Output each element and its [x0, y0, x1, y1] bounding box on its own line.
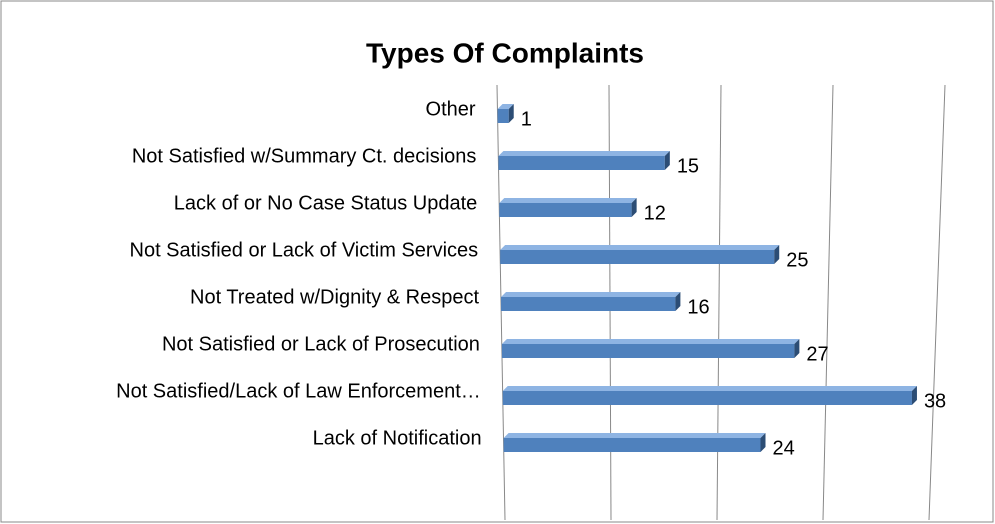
- grid-line: [822, 84, 834, 521]
- y-tick-label: Not Satisfied or Lack of Victim Services: [130, 239, 479, 261]
- bar-top: [498, 151, 670, 156]
- y-tick-label: Not Satisfied or Lack of Prosecution: [162, 333, 480, 355]
- bar: [500, 250, 775, 264]
- grid-line: [928, 84, 946, 521]
- value-label: 12: [644, 202, 666, 224]
- y-tick-label: Not Satisfied w/Summary Ct. decisions: [132, 145, 477, 167]
- y-tick-label: Not Treated w/Dignity & Respect: [190, 286, 479, 308]
- bar: [502, 391, 912, 405]
- bar-top: [497, 104, 514, 109]
- bar: [499, 203, 632, 217]
- bar-end: [631, 198, 637, 217]
- value-label: 27: [806, 343, 828, 365]
- bar-end: [911, 386, 917, 405]
- value-label: 24: [773, 437, 795, 459]
- bar-end: [760, 433, 766, 452]
- value-label: 25: [786, 249, 808, 271]
- bar-end: [675, 292, 681, 311]
- value-label: 38: [924, 390, 946, 412]
- y-tick-label: Other: [426, 98, 476, 120]
- bar-top: [500, 245, 780, 250]
- value-label: 15: [677, 155, 699, 177]
- y-tick-label: Lack of Notification: [313, 427, 482, 449]
- bar: [497, 109, 509, 123]
- bar-end: [664, 151, 670, 170]
- bar-top: [503, 433, 766, 438]
- bar-top: [501, 292, 681, 297]
- bar: [501, 344, 795, 358]
- bar-top: [502, 386, 917, 391]
- bar-end: [794, 339, 800, 358]
- bar: [501, 297, 676, 311]
- bar: [498, 156, 665, 170]
- y-tick-label: Lack of or No Case Status Update: [174, 192, 478, 214]
- bar: [503, 438, 761, 452]
- y-tick-label: Not Satisfied/Lack of Law Enforcement…: [116, 380, 481, 402]
- value-label: 16: [687, 296, 709, 318]
- bar-top: [499, 198, 637, 203]
- bar-top: [501, 339, 800, 344]
- value-label: 1: [521, 108, 532, 130]
- chart-title: Types Of Complaints: [366, 37, 644, 68]
- bar-end: [774, 245, 780, 264]
- bar-end: [508, 104, 514, 123]
